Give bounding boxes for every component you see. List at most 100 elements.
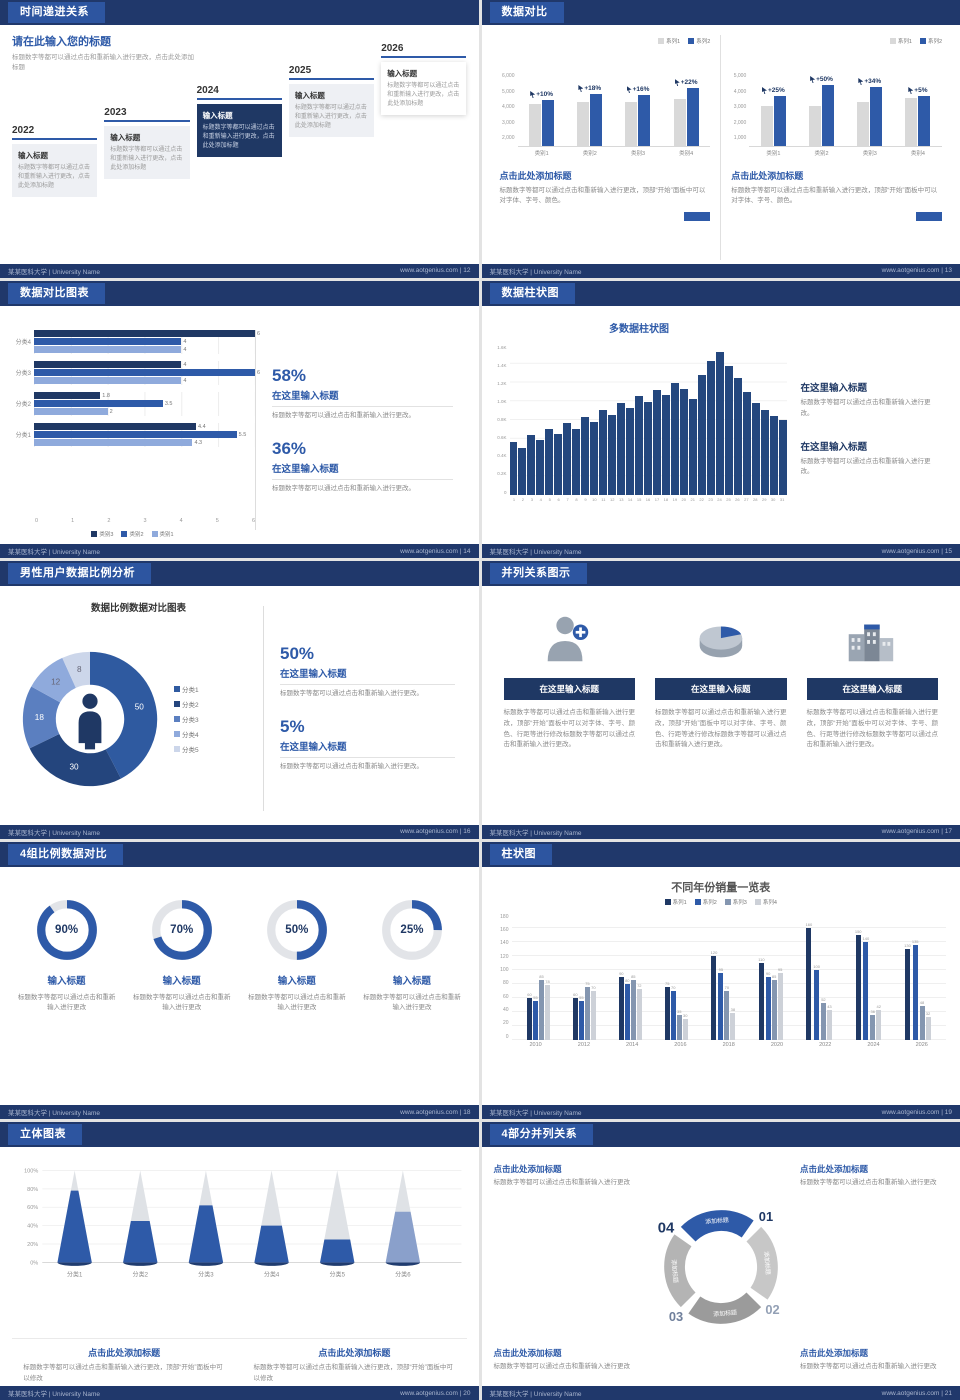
slide-column-chart[interactable]: 数据柱状图 多数据柱状图 1.6K 1.4K 1.2K 1.0K 0.8K 0.6K 0.4… [481, 280, 960, 559]
cone-fill [123, 1221, 158, 1263]
slide-title: 数据对比 [489, 2, 564, 23]
slide-3d-cone-chart[interactable]: 立体图表 100% 80% 60% 40% 20% 0% 分类1 分类2 分类3 分类4 分类5 分类… [0, 1122, 479, 1400]
bar [758, 962, 764, 1040]
column-bar [626, 408, 634, 495]
slide-title: 柱状图 [489, 843, 552, 865]
bar [526, 997, 532, 1040]
slide-body: 在这里输入标题 标题数字等都可以通过点击和重新输入进行更改，顶部“开始”面板中可以… [482, 586, 960, 825]
parallel-column-2: 在这里输入标题 标题数字等都可以通过点击和重新输入进行更改，顶部“开始”面板中可以… [655, 610, 787, 751]
text-panel: 在这里输入标题 标题数字等都可以通过点击和重新输入进行更改。 在这里输入标题 标… [787, 316, 951, 543]
slide-header-bar: 4组比例数据对比 [0, 841, 479, 867]
year-group-2024: 150 140 36 42 [855, 929, 882, 1040]
bar-series-2 [773, 96, 786, 146]
footer-page: www.aotgenius.com | 15 [881, 547, 952, 555]
svg-text:60%: 60% [27, 1206, 38, 1212]
bar-series-2 [918, 96, 931, 146]
slide-title: 立体图表 [8, 1124, 82, 1146]
column-bar [662, 395, 670, 495]
block-title: 点击此处添加标题 [493, 1164, 562, 1175]
slide-4-part-cycle[interactable]: 4部分并列关系 点击此处添加标题 标题数字等都可以通过点击和重新输入进行更改 点… [481, 1122, 960, 1400]
value-label: 85 [631, 974, 636, 980]
bar [806, 927, 812, 1040]
segment-value: 12 [51, 678, 61, 687]
block-title: 点击此处添加标题 [800, 1164, 869, 1175]
timeline-card: 输入标题 标题数字等都可以通过点击和重新输入进行更改，点击此处添加标题 [381, 62, 467, 115]
bar [765, 976, 771, 1040]
year-underline [381, 56, 467, 58]
slide-body: 数据比例数据对比图表 50 30 18 12 8 分类1 分类2 分类3 分类4 分类5 50%… [0, 586, 479, 825]
bar-group: +5% 类别4 [905, 87, 931, 157]
bar [711, 955, 717, 1040]
column-chart: 多数据柱状图 1.6K 1.4K 1.2K 1.0K 0.8K 0.6K 0.4K 0.2K 0… [492, 316, 787, 543]
card-title: 输入标题 [387, 69, 418, 78]
bar-series-1 [857, 102, 870, 146]
year-group-2012: 60 55 75 70 [572, 981, 596, 1040]
bar [855, 934, 861, 1040]
bar [870, 1014, 876, 1040]
legend-item: 类别3 [91, 530, 113, 538]
segment-label: 添加标题 [762, 1251, 772, 1275]
column-bar [635, 396, 643, 495]
footer-university: 某某医科大学 | University Name [8, 1391, 100, 1398]
value-label: 135 [911, 939, 919, 945]
stats-panel: 58% 在这里输入标题 标题数字等都可以通过点击和重新输入进行更改。 36% 在… [256, 318, 469, 543]
category-label: 分类2 [133, 1271, 149, 1279]
ring-title: 输入标题 [392, 975, 431, 987]
ring-body: 标题数字等都可以通过点击和重新输入进行更改 [248, 993, 346, 1012]
stat-percent: 5% [280, 717, 305, 737]
footer-university: 某某医科大学 | University Name [489, 1391, 582, 1398]
block-body: 标题数字等都可以通过点击和重新输入进行更改，顶部“开始”面板中可以修改 [23, 1364, 223, 1382]
column-bar [770, 415, 778, 495]
progress-ring: 25% [379, 897, 445, 963]
slide-footer: 某某医科大学 | University Name www.aotgenius.c… [0, 824, 479, 839]
column-bar [554, 433, 562, 495]
parallel-column-1: 在这里输入标题 标题数字等都可以通过点击和重新输入进行更改，顶部“开始”面板中可以… [503, 610, 635, 751]
bar-group: +34% 类别3 [857, 78, 883, 157]
stat-block: 5% 在这里输入标题 标题数字等都可以通过点击和重新输入进行更改。 [280, 717, 455, 772]
bar [636, 989, 642, 1040]
category-label: 类别4 [679, 151, 694, 157]
chart-legend: 类别3 类别2 类别1 [10, 530, 255, 538]
plot-area: 60 55 85 78 60 55 75 70 90 80 85 72 75 70 35 30 120 95 70 3… [511, 913, 946, 1040]
category-label: 类别2 [582, 151, 597, 157]
slide-hbar-comparison[interactable]: 数据对比图表 分类4 6 4 4 分类3 4 6 4 分类2 1.8 3.5 2 分类1 4.4 5.5 4.… [0, 280, 479, 559]
slide-data-comparison[interactable]: 数据对比 系列1 系列2 6,000 5,000 4,000 3,000 2,000 +10… [481, 0, 960, 278]
comparison-panel-left: 系列1 系列2 6,000 5,000 4,000 3,000 2,000 +10% 类别1 +… [490, 35, 721, 260]
year-underline [12, 138, 98, 140]
slide-title: 4部分并列关系 [489, 1124, 594, 1146]
year-group-2014: 90 80 85 72 [618, 971, 642, 1040]
legend-item: 系列3 [724, 898, 747, 906]
slide-donut-analysis[interactable]: 男性用户数据比例分析 数据比例数据对比图表 50 30 18 12 8 分类1 分类2 分类… [0, 561, 479, 839]
column-bar [653, 389, 661, 495]
slide-header-bar: 数据对比 [481, 0, 960, 25]
value-label: 60 [573, 991, 578, 997]
progress-ring: 70% [149, 897, 215, 963]
ratio-column-4: 25% 输入标题 标题数字等都可以通过点击和重新输入进行更改 [359, 897, 464, 1014]
slide-ratio-comparison[interactable]: 4组比例数据对比 90% 输入标题 标题数字等都可以通过点击和重新输入进行更改 70%… [0, 841, 479, 1120]
slide-time-progression[interactable]: 时间递进关系 请在此输入您的标题 标题数字等都可以通过点击和重新输入进行更改，点… [0, 0, 479, 278]
footer-page: www.aotgenius.com | 16 [400, 828, 471, 836]
slide-yearly-bar-chart[interactable]: 柱状图 不同年份销量一览表 系列1 系列2 系列3 系列4 180 160 140 120 1… [481, 841, 960, 1120]
block-title: 在这里输入标题 [800, 383, 868, 395]
donut-segment-分类1 [89, 652, 158, 780]
column-title-button: 在这里输入标题 [503, 678, 635, 701]
legend-item: 分类2 [174, 699, 199, 709]
hbar [34, 369, 255, 376]
block-body: 标题数字等都可以通过点击和重新输入进行更改 [493, 1362, 631, 1370]
male-person-icon [78, 694, 102, 750]
value-label: 75 [664, 981, 670, 987]
year-label: 2023 [104, 107, 127, 118]
donut-chart: 50 30 18 12 8 [14, 643, 166, 795]
column-bar [752, 402, 760, 495]
card-title: 输入标题 [202, 111, 233, 120]
slide-parallel-relationship[interactable]: 并列关系图示 在这里输入标题 标题数字等都可以通过点击和重新输入进行更改，顶部“开… [481, 561, 960, 839]
divider [280, 684, 455, 686]
text-block: 在这里输入标题 标题数字等都可以通过点击和重新输入进行更改。 [801, 380, 937, 419]
cone-chart: 100% 80% 60% 40% 20% 0% 分类1 分类2 分类3 分类4 分类5 分类6 [12, 1155, 467, 1338]
year-group-2018: 120 95 70 38 [711, 950, 736, 1040]
ring-body: 标题数字等都可以通过点击和重新输入进行更改 [132, 993, 231, 1012]
segment-number-01: 01 [759, 1209, 773, 1224]
legend-item: 系列2 [919, 37, 942, 45]
